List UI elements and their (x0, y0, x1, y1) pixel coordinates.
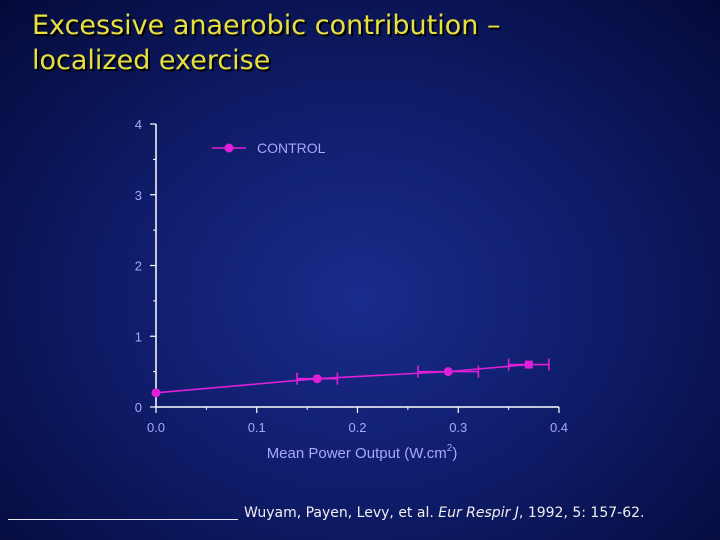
y-tick-label: 2 (135, 259, 142, 274)
citation-journal: Eur Respir J (438, 505, 519, 521)
legend-label: CONTROL (257, 140, 326, 156)
x-tick-label: 0.4 (550, 420, 568, 435)
x-tick-label: 0.1 (248, 420, 266, 435)
x-axis-label-superscript: 2 (447, 443, 453, 454)
x-axis-label-end: ) (452, 445, 457, 462)
chart-legend: CONTROL (212, 140, 326, 156)
data-point (443, 367, 453, 377)
chart-plot-area (151, 358, 550, 398)
citation: Wuyam, Payen, Levy, et al. Eur Respir J,… (244, 505, 644, 521)
data-point (312, 374, 322, 384)
slide-title: Excessive anaerobic contribution – local… (32, 8, 500, 78)
legend-marker (224, 143, 234, 153)
y-tick-label: 4 (135, 117, 142, 132)
data-point (524, 360, 533, 369)
y-tick-label: 3 (135, 188, 142, 203)
y-tick-label: 0 (135, 400, 142, 415)
x-tick-label: 0.0 (147, 420, 165, 435)
x-tick-label: 0.2 (348, 420, 366, 435)
series-line-control (155, 363, 529, 394)
slide-title-line-1: Excessive anaerobic contribution – (32, 10, 501, 41)
data-point (151, 388, 161, 398)
footer-rule (8, 519, 238, 520)
chart-axes: 0 1 2 3 4 0.0 0.1 0.2 0.3 0.4 (135, 117, 568, 435)
x-axis-label: Mean Power Output (W.cm2) (267, 443, 458, 462)
x-tick-label: 0.3 (449, 420, 467, 435)
citation-details: , 1992, 5: 157-62. (518, 505, 645, 521)
y-tick-label: 1 (135, 329, 142, 344)
citation-authors: Wuyam, Payen, Levy, et al. (244, 505, 434, 521)
slide-title-line-2: localized exercise (32, 45, 271, 76)
